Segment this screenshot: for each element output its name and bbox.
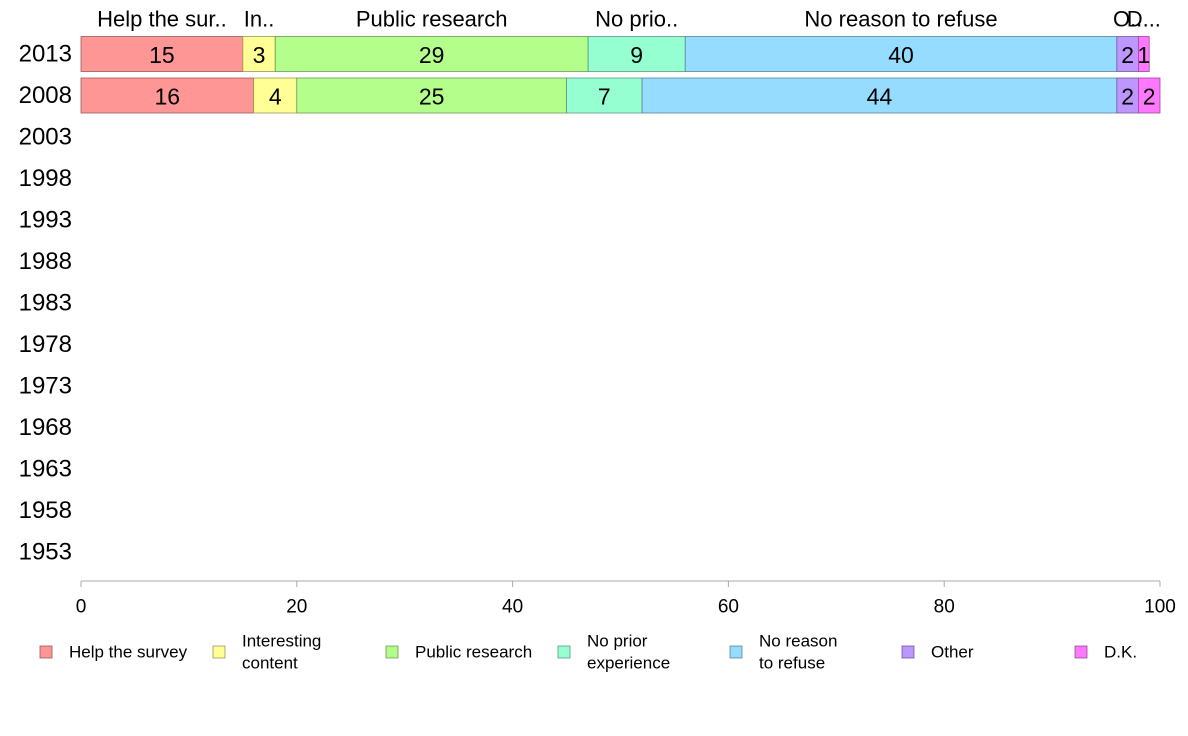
legend-swatch-series-2 <box>385 645 399 659</box>
legend-label-series-6: D.K. <box>1104 643 1137 662</box>
data-label-2008-series-1: 4 <box>269 84 282 110</box>
legend-swatch-series-1 <box>212 645 226 659</box>
x-tick-label-60: 60 <box>718 597 739 618</box>
legend-swatch-series-6 <box>1074 645 1088 659</box>
data-label-2013-series-6: 1 <box>1137 42 1150 68</box>
bar-2008-series-1 <box>253 77 298 114</box>
bar-2013-series-1 <box>242 36 276 72</box>
x-tick-label-80: 80 <box>934 597 955 618</box>
x-tick-label-40: 40 <box>502 597 523 618</box>
year-label-1968: 1968 <box>19 414 72 441</box>
bar-2008-series-6 <box>1138 77 1161 114</box>
bar-2008-series-0 <box>80 77 255 114</box>
x-tick-label-20: 20 <box>286 597 307 618</box>
year-label-1978: 1978 <box>19 331 72 358</box>
data-label-2008-series-3: 7 <box>598 84 611 110</box>
column-labels: Help the sur.. In.. Public research No prio… <box>97 7 1161 32</box>
year-label-1983: 1983 <box>19 290 72 317</box>
legend-swatch-series-4 <box>729 645 743 659</box>
year-label-1998: 1998 <box>19 165 72 192</box>
year-labels: 2013 2008 2003 1998 1993 1988 1983 1978 1973 1968… <box>19 41 72 566</box>
year-label-2003: 2003 <box>19 124 72 151</box>
data-label-2008-series-2: 25 <box>419 84 445 110</box>
column-label-series-2: Public research <box>356 7 508 32</box>
x-tick-label-0: 0 <box>76 597 87 618</box>
legend-label-series-1: Interesting content <box>242 632 321 673</box>
data-label-2013-series-2: 29 <box>419 42 445 68</box>
legend-label-series-3: No prior experience <box>587 632 670 673</box>
year-label-2008: 2008 <box>19 82 72 109</box>
column-label-series-0: Help the sur.. <box>97 7 227 32</box>
legend-label-series-2: Public research <box>415 643 532 662</box>
legend-label-series-4: No reason to refuse <box>759 632 837 673</box>
data-label-2008-series-5: 2 <box>1121 84 1134 110</box>
year-label-1993: 1993 <box>19 207 72 234</box>
bar-2013-series-3 <box>587 36 686 72</box>
year-label-2013: 2013 <box>19 41 72 68</box>
data-label-2008-series-0: 16 <box>155 84 181 110</box>
data-label-2008-series-4: 44 <box>867 84 893 110</box>
data-label-2013-series-5: 2 <box>1121 42 1134 68</box>
column-label-series-5: O.. <box>1113 7 1142 32</box>
bar-2013-series-2 <box>274 36 589 72</box>
legend-label-series-0: Help the survey <box>69 643 188 662</box>
column-label-series-6: D... <box>1127 7 1161 32</box>
bar-2013-series-4 <box>684 36 1118 72</box>
x-axis: 0 20 40 60 80 100 <box>76 580 1176 618</box>
data-label-2013-series-4: 40 <box>888 42 914 68</box>
year-label-1953: 1953 <box>19 539 72 566</box>
data-label-2013-series-3: 9 <box>630 42 643 68</box>
legend-swatch-series-3 <box>557 645 571 659</box>
year-label-1973: 1973 <box>19 373 72 400</box>
legend-swatch-series-0 <box>39 645 53 659</box>
column-label-series-3: No prio.. <box>595 7 678 32</box>
bar-2008-series-3 <box>566 77 643 114</box>
legend-label-series-5: Other <box>931 643 974 662</box>
data-label-2013-series-1: 3 <box>253 42 266 68</box>
year-label-1963: 1963 <box>19 456 72 483</box>
x-tick-label-100: 100 <box>1144 597 1176 618</box>
column-label-series-1: In.. <box>244 7 275 32</box>
bar-2008-series-4 <box>641 77 1118 114</box>
column-label-series-4: No reason to refuse <box>804 7 997 32</box>
bar-2013-series-0 <box>80 36 244 72</box>
data-label-2008-series-6: 2 <box>1143 84 1156 110</box>
year-label-1958: 1958 <box>19 497 72 524</box>
bar-2013-series-6 <box>1138 36 1150 72</box>
bar-2008-series-2 <box>296 77 567 114</box>
bars-layer: 15 3 29 9 40 2 116 4 25 7 44 2 2 <box>80 36 1161 114</box>
legend: Help the survey Interesting content Public … <box>39 632 1137 673</box>
legend-swatch-series-5 <box>901 645 915 659</box>
year-label-1988: 1988 <box>19 248 72 275</box>
data-label-2013-series-0: 15 <box>149 42 175 68</box>
